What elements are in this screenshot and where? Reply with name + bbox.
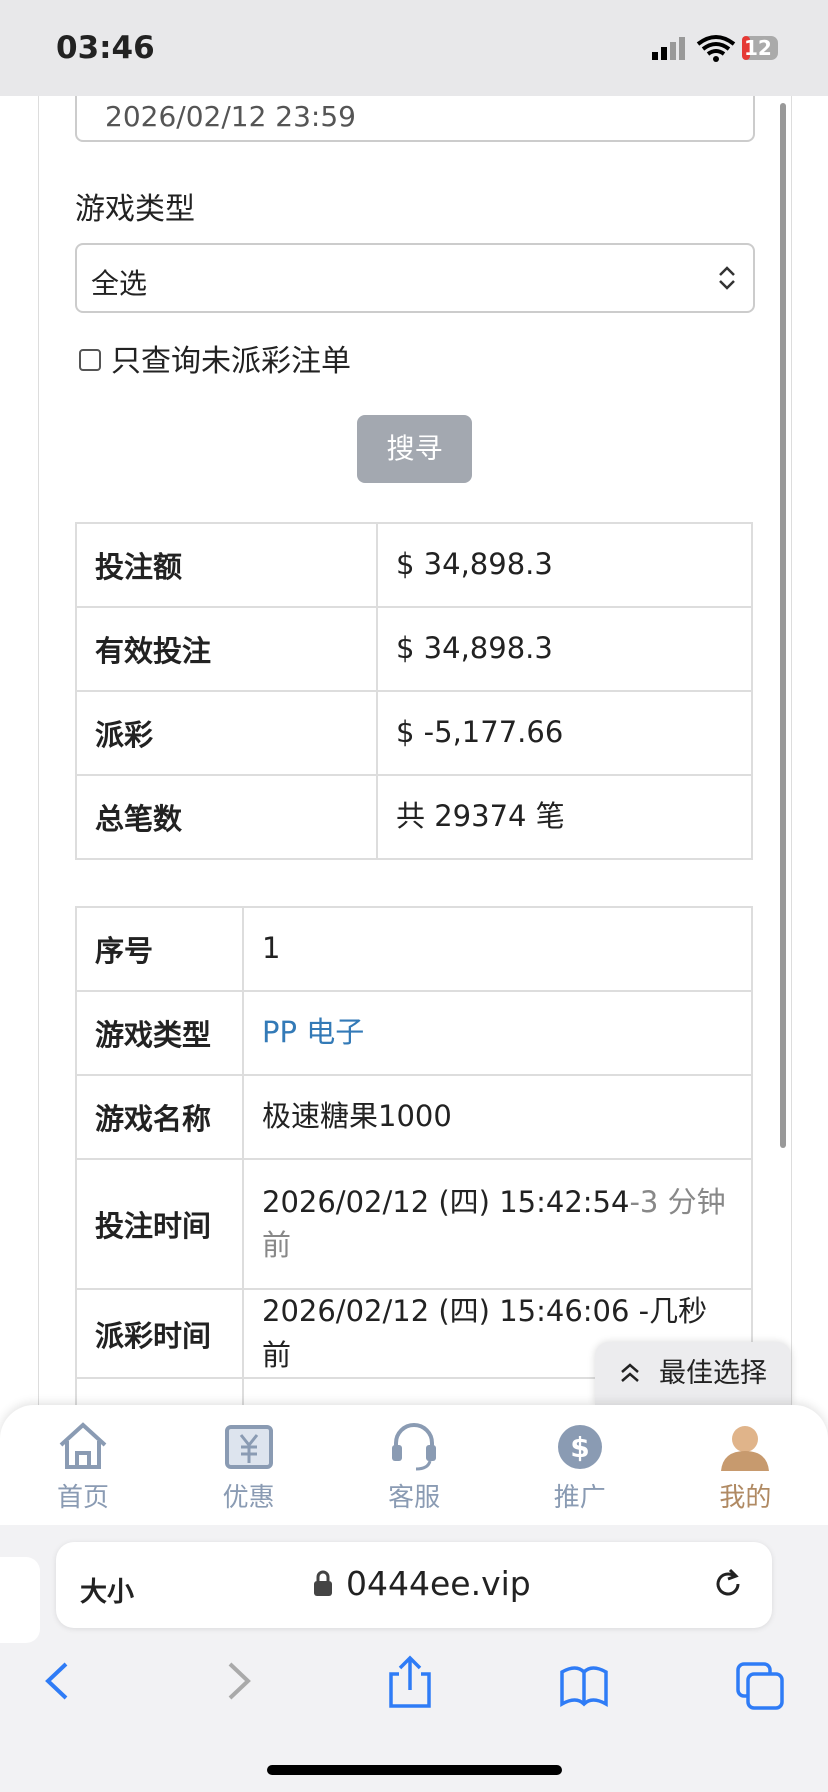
row-value: 极速糖果1000	[242, 1074, 753, 1160]
value-text: PP 电子	[262, 1015, 365, 1050]
value-text: 2026/02/12 (四) 15:42:54	[262, 1184, 630, 1219]
tab[interactable]: 我的	[662, 1405, 828, 1525]
tabs[interactable]	[736, 1662, 784, 1710]
row-key: 投注额	[75, 1377, 244, 1406]
text-size[interactable]: 大小	[80, 1577, 134, 1608]
checkbox-label: 只查询未派彩注单	[111, 344, 351, 379]
row-key: 序号	[75, 906, 244, 992]
chevron-icon	[621, 1363, 639, 1382]
checkbox[interactable]	[79, 349, 101, 371]
table-row: 游戏类型 PP 电子	[75, 990, 753, 1076]
value-text: $ 34,898.3	[396, 631, 553, 666]
best-choice-label: 最佳选择	[659, 1358, 767, 1389]
row-value: 1	[242, 906, 753, 992]
table-row: 总笔数共 29374 笔	[75, 774, 753, 860]
bookmarks[interactable]	[560, 1666, 608, 1708]
row-key: 投注时间	[75, 1158, 244, 1290]
row-value: $ -5,177.66	[376, 690, 753, 776]
tab-label: 客服	[388, 1483, 441, 1513]
table-row: 投注时间 2026/02/12 (四) 15:42:54-3 分钟前	[75, 1158, 753, 1290]
toolbar	[45, 1655, 784, 1710]
reload-icon[interactable]	[710, 1566, 746, 1602]
table-row: 有效投注 $ 34,898.3	[75, 606, 753, 692]
tab-bar: 首页 优惠 客服 $ 推广 我的	[0, 1405, 828, 1525]
row-key: 投注额	[75, 522, 378, 608]
tab-label: 优惠	[222, 1483, 275, 1513]
value-text: 极速糖果1000	[262, 1099, 452, 1134]
tab[interactable]: $ 推广	[497, 1405, 663, 1525]
summary-table: 投注额 $ 34,898.3 有效投注 $ 34,898.3 派彩 $ -5,177.66…	[75, 522, 753, 860]
tab-icon	[392, 1423, 437, 1471]
table-row: 派彩 $ -5,177.66	[75, 690, 753, 776]
row-key: 有效投注	[75, 606, 378, 692]
value-text: -3 分钟前	[262, 1184, 726, 1263]
date-input[interactable]: 2026/02/12 23:59	[75, 96, 755, 142]
battery: 12	[744, 36, 772, 60]
status-icons	[652, 35, 778, 62]
row-value: PP 电子	[242, 990, 753, 1076]
value-text: $ 40	[262, 1402, 327, 1406]
address-bar[interactable]: 大小 0444ee.vip	[56, 1542, 772, 1628]
row-key: 游戏名称	[75, 1074, 244, 1160]
tab[interactable]: 首页	[0, 1405, 166, 1525]
tab-icon	[224, 1425, 273, 1469]
row-value: $ 34,898.3	[376, 606, 753, 692]
table-row: 游戏名称 极速糖果1000	[75, 1074, 753, 1160]
forward[interactable]	[228, 1662, 251, 1700]
browser-chrome: 大小 0444ee.vip	[0, 1525, 828, 1792]
tab-icon	[59, 1422, 107, 1469]
select-value: 全选	[91, 267, 148, 300]
value-text: $ 34,898.3	[396, 547, 553, 582]
table-row: 序号 1	[75, 906, 753, 992]
game-type-select[interactable]: 全选	[75, 243, 755, 313]
home-indicator	[267, 1765, 562, 1775]
prev-tab	[0, 1557, 40, 1643]
table-row: 投注额 $ 34,898.3	[75, 522, 753, 608]
field-label: 游戏类型	[75, 192, 195, 227]
value-text: $ -5,177.66	[396, 715, 564, 750]
tab[interactable]: 客服	[331, 1405, 497, 1525]
tab[interactable]: 优惠	[166, 1405, 332, 1525]
row-value: $ 34,898.3	[376, 522, 753, 608]
detail-table: 序号 1 游戏类型 PP 电子 游戏名称 极速糖果1000 投注时间 2026/02/12 (…	[75, 906, 753, 1406]
search-button[interactable]: 搜寻	[357, 415, 472, 483]
svg-text:$: $	[570, 1431, 589, 1464]
tab-icon: $	[557, 1425, 602, 1469]
value-text: 1	[262, 931, 281, 966]
back[interactable]	[45, 1662, 68, 1700]
lock-icon	[314, 1570, 332, 1596]
tab-label: 推广	[553, 1483, 606, 1513]
status-bar: 03:46 12	[0, 0, 828, 96]
select-arrows	[719, 266, 735, 290]
tab-label: 首页	[56, 1483, 109, 1513]
value-text: 2026/02/12 (四) 15:46:06 -几秒前	[262, 1294, 708, 1372]
date-value: 2026/02/12 23:59	[105, 100, 356, 133]
share[interactable]	[389, 1655, 431, 1708]
row-key: 派彩时间	[75, 1288, 244, 1379]
url: 0444ee.vip	[346, 1564, 531, 1603]
scrollbar	[780, 103, 786, 1148]
value-text: 共 29374 笔	[396, 799, 565, 834]
row-value: 共 29374 笔	[376, 774, 753, 860]
time: 03:46	[56, 30, 155, 66]
tab-icon	[721, 1426, 770, 1471]
content: 2026/02/12 23:59 游戏类型 全选 只查询未派彩注单 搜寻 投注额…	[38, 96, 792, 1406]
tab-label: 我的	[719, 1483, 772, 1513]
row-key: 派彩	[75, 690, 378, 776]
best-choice-button[interactable]: 最佳选择	[595, 1342, 791, 1405]
row-key: 总笔数	[75, 774, 378, 860]
row-value: 2026/02/12 (四) 15:42:54-3 分钟前	[242, 1158, 753, 1290]
row-key: 游戏类型	[75, 990, 244, 1076]
